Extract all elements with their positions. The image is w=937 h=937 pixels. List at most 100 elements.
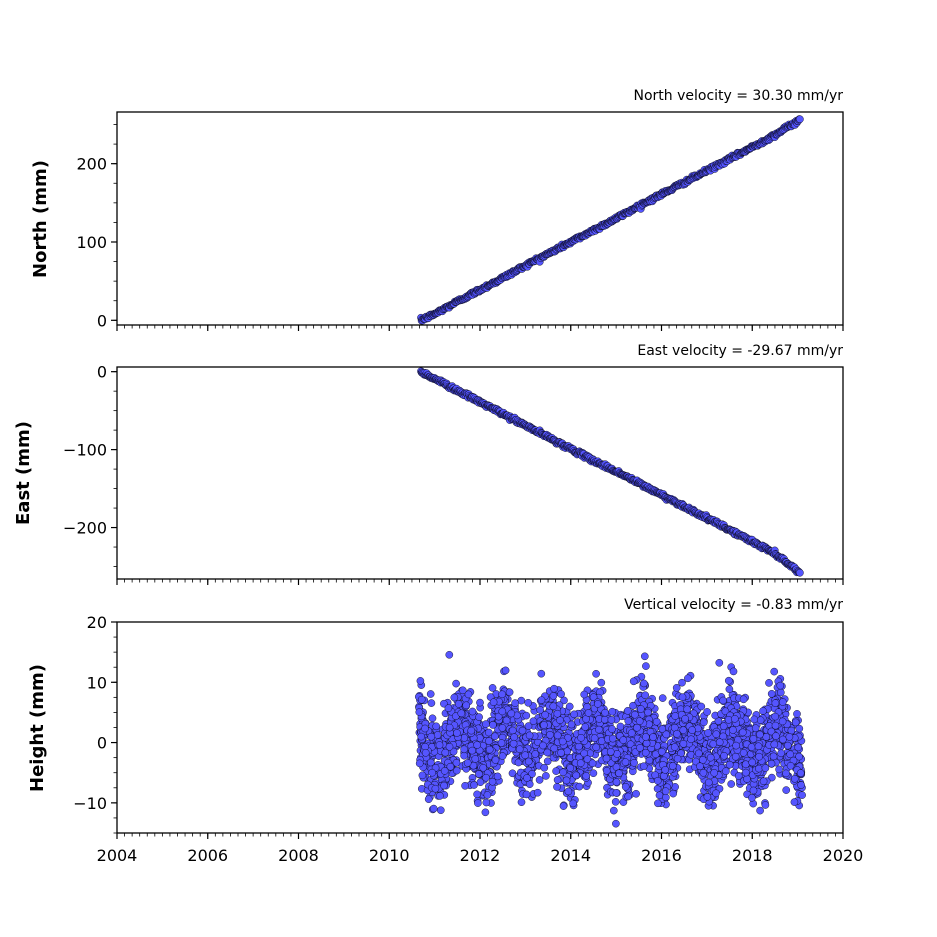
data-point — [641, 652, 649, 661]
data-point — [601, 708, 609, 717]
data-point — [687, 735, 695, 744]
data-point — [705, 778, 713, 787]
data-point — [511, 699, 519, 707]
north-ticks: 0 100 200 — [76, 124, 844, 331]
data-point — [489, 721, 497, 729]
data-point — [452, 759, 461, 767]
x-tick-label: 2018 — [732, 846, 773, 865]
data-point — [474, 799, 482, 807]
data-point — [608, 725, 616, 733]
data-point — [759, 707, 767, 715]
data-point — [553, 776, 562, 784]
data-point — [756, 730, 764, 739]
y-tick-label: −100 — [63, 441, 107, 460]
data-point — [642, 739, 651, 748]
data-point — [767, 759, 776, 768]
y-tick-label: 0 — [97, 311, 107, 330]
data-point — [531, 750, 540, 758]
data-point — [669, 762, 677, 770]
data-point — [749, 786, 758, 795]
data-point — [654, 799, 662, 808]
data-point — [457, 709, 466, 718]
data-point — [609, 734, 617, 743]
data-point — [421, 749, 430, 757]
data-point — [553, 783, 561, 791]
data-point — [630, 759, 638, 767]
data-point — [642, 662, 650, 670]
data-point — [655, 791, 664, 800]
y-tick-label: 200 — [76, 155, 107, 174]
data-point — [522, 711, 531, 720]
data-point — [417, 732, 426, 741]
data-point — [557, 749, 565, 757]
data-point — [679, 740, 688, 748]
data-point — [445, 723, 454, 732]
data-point — [786, 762, 795, 770]
data-point — [460, 751, 468, 760]
y-tick-label: 0 — [97, 363, 107, 382]
y-tick-label: 10 — [87, 673, 107, 692]
data-point — [482, 773, 490, 782]
data-point — [523, 774, 531, 782]
data-point — [770, 740, 779, 749]
data-point — [684, 674, 692, 683]
data-point — [428, 714, 437, 723]
data-point — [795, 752, 803, 761]
data-point — [652, 717, 661, 726]
data-point — [709, 740, 718, 748]
data-point — [529, 717, 538, 726]
data-point — [703, 793, 712, 801]
data-point — [595, 725, 603, 734]
data-point — [724, 716, 733, 724]
data-point — [704, 729, 712, 737]
data-point — [678, 678, 686, 687]
data-point — [491, 732, 499, 741]
data-point — [562, 776, 571, 785]
data-point — [524, 757, 533, 766]
data-point — [421, 724, 429, 733]
data-point — [452, 679, 460, 688]
data-point — [796, 569, 804, 577]
data-point — [640, 679, 648, 688]
data-point — [637, 705, 645, 713]
data-point — [796, 769, 805, 777]
data-point — [476, 778, 485, 787]
data-point — [654, 777, 662, 785]
height-ticks: 2004 2006 2008 2010 2012 2014 2016 2018 2020−100… — [73, 613, 863, 865]
data-point — [528, 770, 536, 778]
data-point — [775, 765, 783, 774]
data-point — [550, 684, 558, 693]
data-point — [771, 712, 780, 721]
data-point — [463, 759, 472, 767]
data-point — [797, 781, 805, 789]
x-tick-label: 2012 — [460, 846, 501, 865]
data-point — [786, 750, 795, 759]
data-point — [440, 781, 448, 790]
x-tick-label: 2008 — [278, 846, 319, 865]
data-point — [535, 776, 544, 784]
data-point — [624, 792, 633, 801]
data-point — [603, 767, 611, 775]
data-point — [549, 702, 558, 711]
data-point — [502, 716, 511, 725]
data-point — [644, 708, 652, 717]
data-point — [521, 751, 530, 760]
east-data-points — [417, 367, 804, 577]
data-point — [633, 723, 641, 732]
north-velocity-title: North velocity = 30.30 mm/yr — [633, 88, 843, 104]
data-point — [645, 756, 654, 765]
y-tick-label: 100 — [76, 233, 107, 252]
x-tick-label: 2016 — [641, 846, 682, 865]
data-point — [776, 681, 785, 690]
data-point — [649, 733, 657, 741]
data-point — [734, 772, 743, 780]
data-point — [429, 804, 438, 813]
data-point — [559, 802, 568, 810]
data-point — [483, 791, 492, 799]
data-point — [431, 784, 440, 793]
height-data-points — [414, 651, 806, 828]
data-point — [433, 731, 442, 739]
data-point — [769, 752, 778, 761]
data-point — [470, 781, 478, 789]
